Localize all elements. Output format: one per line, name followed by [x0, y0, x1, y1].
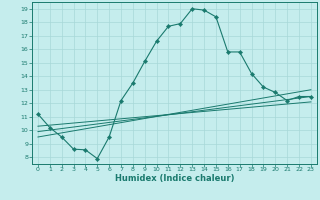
X-axis label: Humidex (Indice chaleur): Humidex (Indice chaleur) [115, 174, 234, 183]
